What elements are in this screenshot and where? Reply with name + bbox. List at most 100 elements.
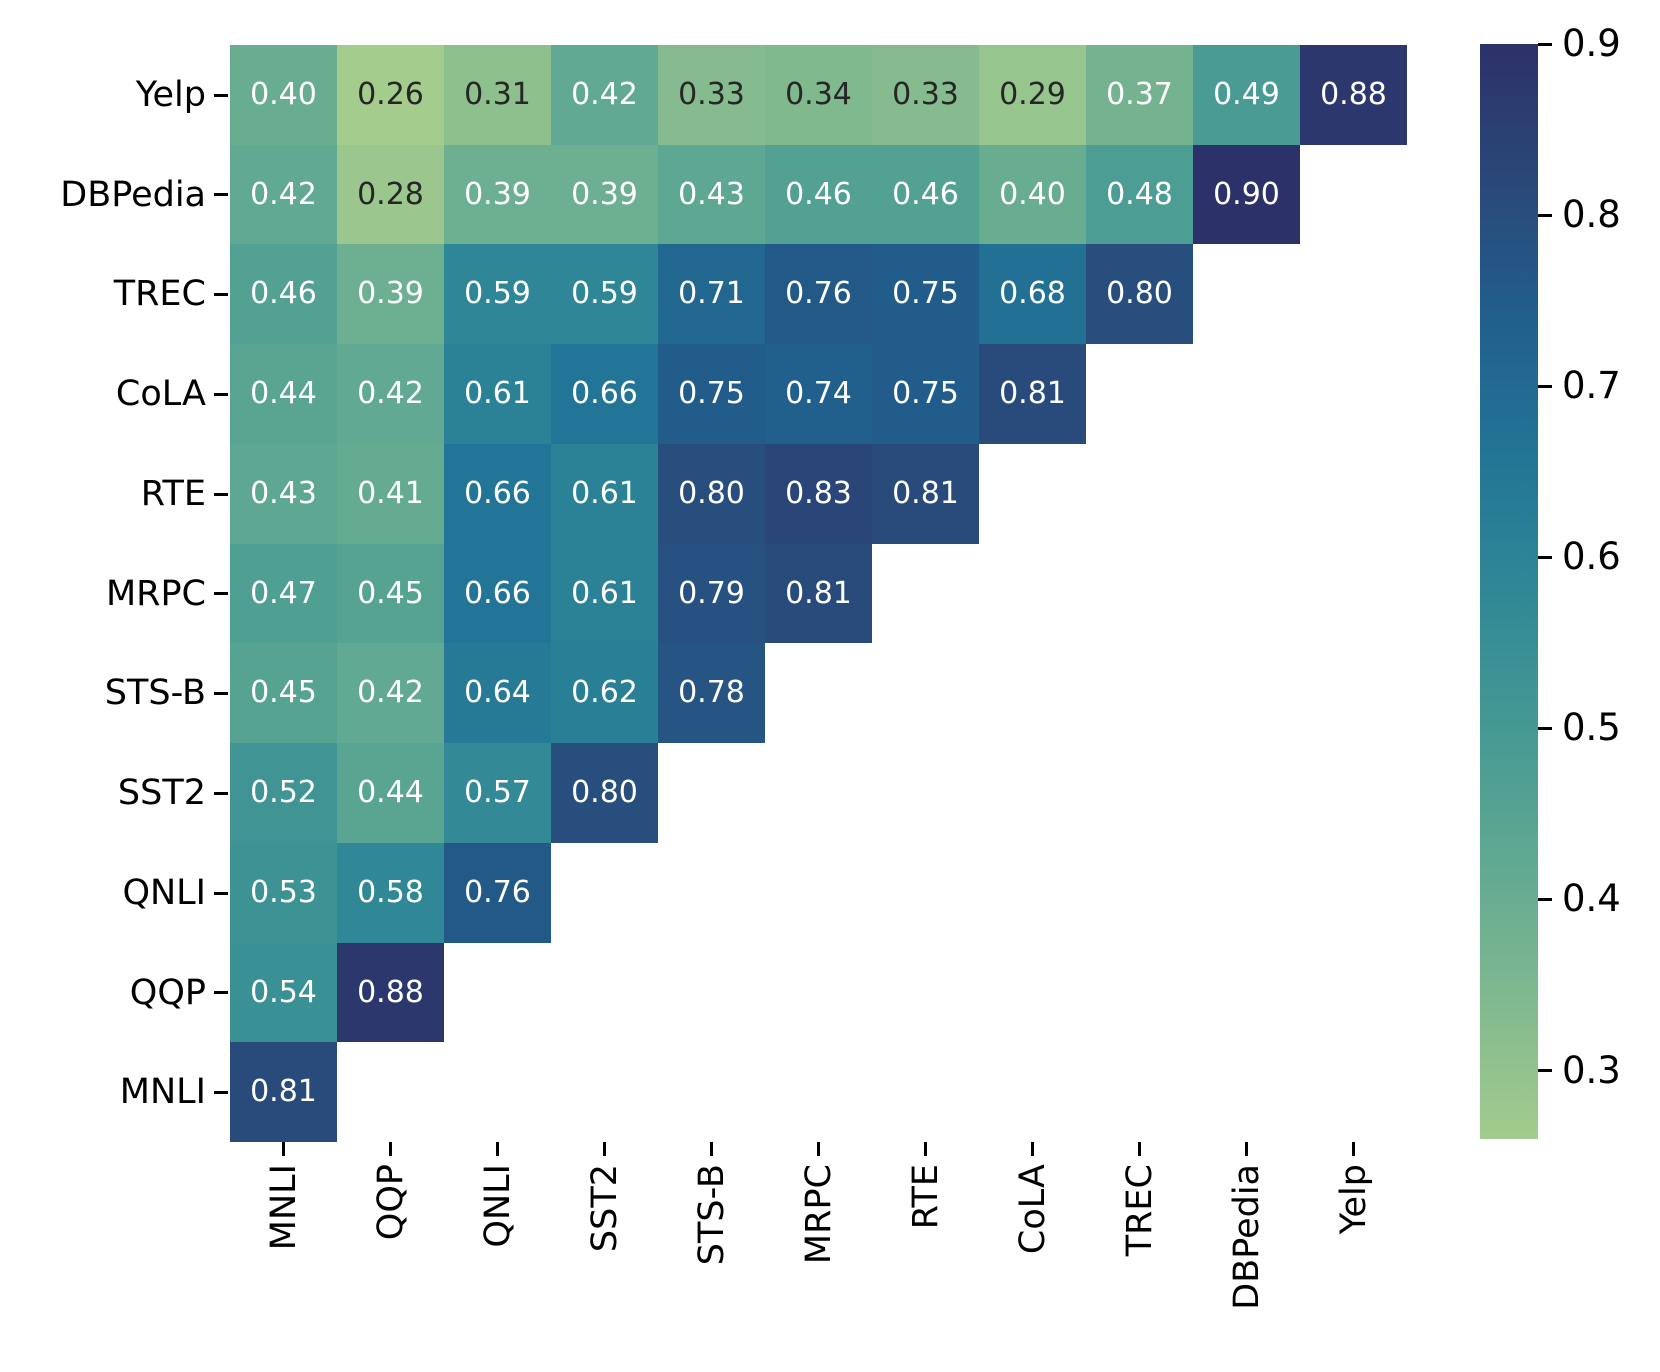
x-tick-label: CoLA bbox=[1012, 1164, 1053, 1255]
cell-value: 0.48 bbox=[1106, 176, 1173, 212]
x-tick-mark bbox=[389, 1142, 392, 1156]
cell-value: 0.71 bbox=[678, 276, 745, 311]
y-tick-label: Yelp bbox=[135, 75, 206, 115]
cell-value: 0.66 bbox=[464, 476, 531, 511]
heatmap-cell: 0.54 bbox=[230, 943, 337, 1042]
cell-value: 0.58 bbox=[357, 875, 424, 910]
colorbar-tick-label: 0.5 bbox=[1562, 706, 1621, 750]
cell-value: 0.45 bbox=[357, 575, 424, 611]
heatmap-cell: 0.42 bbox=[337, 643, 444, 743]
cell-value: 0.90 bbox=[1213, 176, 1280, 212]
cell-value: 0.28 bbox=[357, 176, 424, 212]
cell-value: 0.52 bbox=[250, 775, 317, 810]
y-tick-label: MRPC bbox=[105, 573, 206, 614]
cell-value: 0.81 bbox=[892, 476, 959, 511]
x-tick-mark bbox=[817, 1142, 820, 1156]
x-tick-label: SST2 bbox=[584, 1164, 625, 1253]
heatmap-cell: 0.47 bbox=[230, 544, 337, 643]
y-tick-label: QNLI bbox=[122, 873, 206, 913]
cell-value: 0.34 bbox=[785, 77, 852, 112]
cell-value: 0.79 bbox=[678, 575, 745, 611]
x-tick-label: QNLI bbox=[477, 1164, 518, 1248]
cell-value: 0.33 bbox=[892, 77, 959, 112]
heatmap-cell: 0.39 bbox=[337, 244, 444, 344]
heatmap-cell: 0.43 bbox=[230, 444, 337, 544]
y-tick-mark bbox=[214, 392, 228, 396]
colorbar-tick-label: 0.7 bbox=[1562, 364, 1621, 408]
cell-value: 0.75 bbox=[892, 276, 959, 311]
colorbar-tick-mark bbox=[1538, 42, 1552, 46]
colorbar-tick-mark bbox=[1538, 897, 1552, 901]
heatmap-cell: 0.44 bbox=[337, 743, 444, 843]
cell-value: 0.42 bbox=[357, 675, 424, 710]
y-tick-mark bbox=[214, 292, 228, 296]
cell-value: 0.47 bbox=[250, 575, 317, 611]
y-tick-mark bbox=[214, 891, 228, 895]
y-tick-mark bbox=[214, 492, 228, 496]
heatmap-cell: 0.58 bbox=[337, 843, 444, 943]
y-tick-mark bbox=[214, 691, 228, 695]
heatmap-cell: 0.76 bbox=[444, 843, 551, 943]
heatmap-cell: 0.81 bbox=[979, 344, 1086, 444]
cell-value: 0.45 bbox=[250, 675, 317, 710]
cell-value: 0.43 bbox=[250, 476, 317, 511]
heatmap-cell: 0.75 bbox=[872, 244, 979, 344]
heatmap-cell: 0.90 bbox=[1193, 145, 1300, 244]
cell-value: 0.33 bbox=[678, 77, 745, 112]
x-tick-label: RTE bbox=[905, 1164, 946, 1230]
cell-value: 0.40 bbox=[250, 77, 317, 112]
cell-value: 0.80 bbox=[1106, 276, 1173, 311]
x-tick-label: STS-B bbox=[691, 1164, 732, 1266]
heatmap-cell: 0.81 bbox=[765, 544, 872, 643]
cell-value: 0.29 bbox=[999, 77, 1066, 112]
cell-value: 0.61 bbox=[571, 575, 638, 611]
cell-value: 0.61 bbox=[464, 376, 531, 411]
heatmap-cell: 0.44 bbox=[230, 344, 337, 444]
heatmap-cell: 0.28 bbox=[337, 145, 444, 244]
heatmap-cell: 0.52 bbox=[230, 743, 337, 843]
colorbar-tick-label: 0.9 bbox=[1562, 22, 1621, 65]
x-tick-mark bbox=[924, 1142, 927, 1156]
heatmap-cell: 0.76 bbox=[765, 244, 872, 344]
x-tick-label: TREC bbox=[1119, 1164, 1160, 1257]
cell-value: 0.49 bbox=[1213, 77, 1280, 112]
heatmap-cell: 0.45 bbox=[337, 544, 444, 643]
cell-value: 0.46 bbox=[785, 176, 852, 212]
heatmap-cell: 0.66 bbox=[551, 344, 658, 444]
heatmap-cell: 0.75 bbox=[658, 344, 765, 444]
cell-value: 0.39 bbox=[464, 176, 531, 212]
colorbar-tick-mark bbox=[1538, 213, 1552, 217]
colorbar-tick-mark bbox=[1538, 1069, 1552, 1073]
heatmap-cell: 0.42 bbox=[551, 45, 658, 145]
cell-value: 0.42 bbox=[357, 376, 424, 411]
heatmap-cell: 0.37 bbox=[1086, 45, 1193, 145]
heatmap-cell: 0.66 bbox=[444, 444, 551, 544]
colorbar bbox=[1480, 44, 1538, 1139]
colorbar-tick-label: 0.8 bbox=[1562, 193, 1621, 237]
colorbar-tick-mark bbox=[1538, 726, 1552, 730]
heatmap-cell: 0.81 bbox=[230, 1042, 337, 1142]
cell-value: 0.81 bbox=[250, 1074, 317, 1109]
y-tick-label: STS-B bbox=[104, 673, 206, 713]
heatmap-cell: 0.42 bbox=[230, 145, 337, 244]
y-tick-mark bbox=[214, 991, 228, 994]
cell-value: 0.42 bbox=[571, 77, 638, 112]
colorbar-tick-label: 0.3 bbox=[1562, 1048, 1621, 1092]
heatmap-cell: 0.40 bbox=[979, 145, 1086, 244]
cell-value: 0.68 bbox=[999, 276, 1066, 311]
x-tick-label: MRPC bbox=[798, 1164, 839, 1265]
cell-value: 0.44 bbox=[250, 376, 317, 411]
heatmap-cell: 0.49 bbox=[1193, 45, 1300, 145]
heatmap-cell: 0.34 bbox=[765, 45, 872, 145]
cell-value: 0.83 bbox=[785, 476, 852, 511]
heatmap-cell: 0.45 bbox=[230, 643, 337, 743]
heatmap-cell: 0.41 bbox=[337, 444, 444, 544]
cell-value: 0.39 bbox=[571, 176, 638, 212]
cell-value: 0.46 bbox=[892, 176, 959, 212]
x-tick-mark bbox=[496, 1142, 499, 1156]
colorbar-tick-label: 0.6 bbox=[1562, 535, 1621, 579]
cell-value: 0.41 bbox=[357, 476, 424, 511]
cell-value: 0.44 bbox=[357, 775, 424, 810]
heatmap-cell: 0.61 bbox=[551, 444, 658, 544]
y-tick-label: DBPedia bbox=[60, 174, 206, 215]
